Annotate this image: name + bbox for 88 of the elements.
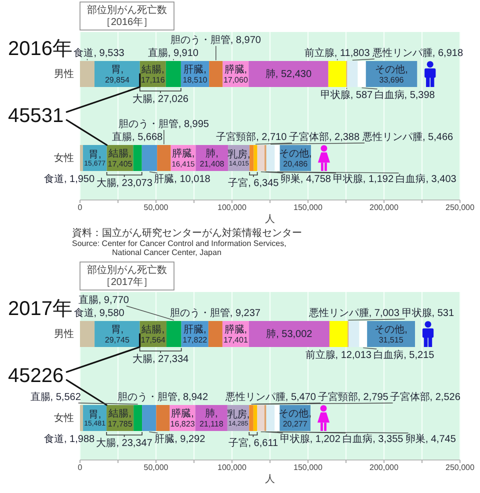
data-label: 肝臓, 10,018 — [154, 173, 211, 185]
x-axis-title: 人 — [265, 214, 275, 225]
data-label: 子宮体部, 2,388 — [288, 131, 360, 143]
data-label: 悪性リンパ腫, 5,466 — [361, 131, 454, 143]
text: 資料：国立がん研究センターがん対策情報センター — [72, 227, 302, 239]
data-label: 白血病, 5,215 — [374, 349, 435, 361]
annotation: 大腸, 23,073 — [96, 177, 153, 189]
data-label: 食道, 1,988 — [44, 433, 96, 445]
data-label: 結腸, 17,116 — [140, 64, 166, 84]
source-note: Source: Center for Cancer Control and Information Services, — [72, 239, 286, 248]
data-label: 子宮頸部, 2,795 — [318, 391, 389, 403]
x-axis-title: 人 — [265, 474, 275, 485]
data-label: 肝臓, 9,292 — [154, 433, 206, 445]
data-label: その他, 20,277 — [278, 408, 312, 428]
data-label: 胆のう・胆管, 8,942 — [117, 392, 208, 403]
chart-subtitle: ［2016年］ — [100, 16, 154, 28]
chart-subtitle: ［2017年］ — [100, 276, 154, 288]
data-label: 白血病, 3,355 — [342, 433, 404, 445]
annotation: 45531 — [8, 105, 64, 127]
data-label: 前立腺, 12,013 — [305, 349, 372, 361]
data-label: 胆のう・胆管, 8,995 — [118, 119, 210, 130]
data-label: 膵臓, 17,060 — [223, 64, 248, 84]
data-label: 直腸, 5,562 — [30, 391, 82, 403]
y-tick-label: 女性 — [54, 412, 74, 424]
data-label: 結腸, 17,785 — [108, 408, 133, 428]
data-label: 甲状腺, 1,192 — [332, 173, 394, 185]
text: National Cancer Center, Japan — [112, 248, 222, 257]
annotation: 子宮, 6,611 — [228, 437, 279, 449]
data-label: 悪性リンパ腫, 6,918 — [371, 47, 464, 59]
text: 2016年 — [8, 38, 72, 60]
y-tick-label: 男性 — [54, 68, 74, 80]
annotation: 大腸, 23,347 — [96, 437, 153, 449]
data-label: 胃, 29,745 — [104, 324, 130, 344]
data-label: 白血病, 3,403 — [396, 173, 457, 185]
data-label: 前立腺, 11,803 — [304, 47, 370, 59]
x-tick-label: 50,000 — [144, 203, 169, 212]
y-tick-label: 女性 — [54, 152, 74, 164]
annotation: 大腸, 27,334 — [132, 353, 190, 365]
x-tick-label: 150,000 — [294, 463, 324, 472]
data-label: 甲状腺, 587 — [320, 89, 374, 101]
x-tick-label: 100,000 — [218, 463, 248, 472]
data-label: 悪性リンパ腫, 5,470 — [224, 391, 316, 403]
data-label: 結腸, 17,405 — [108, 148, 133, 168]
data-label: 卵巣, 4,758 — [280, 173, 332, 185]
data-label: 胆のう・胆管, 8,970 — [170, 35, 262, 46]
y-tick-label: 男性 — [54, 328, 74, 340]
data-label: 肝臓, 18,510 — [182, 64, 208, 84]
data-label: 結腸, 17,564 — [140, 324, 166, 344]
x-tick-label: 0 — [78, 203, 83, 212]
data-label: その他, 31,515 — [374, 324, 408, 344]
data-label: その他, 20,486 — [279, 148, 312, 168]
annotation: 45226 — [8, 365, 64, 387]
data-label: 甲状腺, 531 — [402, 307, 454, 319]
data-label: 甲状腺, 1,202 — [280, 433, 341, 445]
annotation: 大腸, 27,026 — [132, 93, 189, 105]
data-label: 卵巣, 4,745 — [405, 433, 456, 445]
data-label: その他, 33,696 — [375, 64, 408, 84]
data-label: 肺, 52,430 — [265, 68, 312, 80]
x-tick-label: 200,000 — [370, 203, 400, 212]
data-label: 胃, 29,854 — [104, 64, 130, 84]
x-tick-label: 50,000 — [144, 463, 169, 472]
x-tick-label: 250,000 — [446, 203, 476, 212]
annotation: 子宮, 6,345 — [228, 177, 280, 189]
data-label: 食道, 1,950 — [44, 173, 95, 185]
x-tick-label: 250,000 — [446, 463, 476, 472]
text: 2017年 — [8, 298, 72, 320]
data-label: 食道, 9,580 — [74, 307, 125, 319]
data-label: 白血病, 5,398 — [374, 89, 436, 101]
chart-title: 部位別がん死亡数 — [87, 264, 167, 276]
data-label: 子宮体部, 2,526 — [390, 391, 461, 403]
data-label: 肺, 21,408 — [200, 148, 225, 168]
data-label: 膵臓, 17,401 — [223, 324, 248, 344]
data-label: 肺, 21,118 — [199, 408, 224, 428]
x-tick-label: 100,000 — [218, 203, 248, 212]
data-label: 肝臓, 17,822 — [182, 324, 208, 344]
data-label: 悪性リンパ腫, 7,003 — [308, 307, 400, 319]
data-label: 直腸, 9,770 — [78, 294, 130, 306]
x-tick-label: 150,000 — [294, 203, 324, 212]
data-label: 膵臓, 16,823 — [170, 408, 196, 428]
data-label: 胆のう・胆管, 9,237 — [170, 308, 261, 319]
chart-title: 部位別がん死亡数 — [87, 4, 167, 16]
data-label: 食道, 9,533 — [74, 47, 125, 59]
data-label: 直腸, 5,668 — [112, 131, 164, 143]
data-label: 肺, 53,002 — [266, 328, 313, 340]
x-tick-label: 200,000 — [370, 463, 400, 472]
data-label: 子宮頸部, 2,710 — [216, 131, 288, 143]
x-tick-label: 0 — [78, 463, 83, 472]
data-label: 直腸, 9,910 — [148, 47, 199, 59]
